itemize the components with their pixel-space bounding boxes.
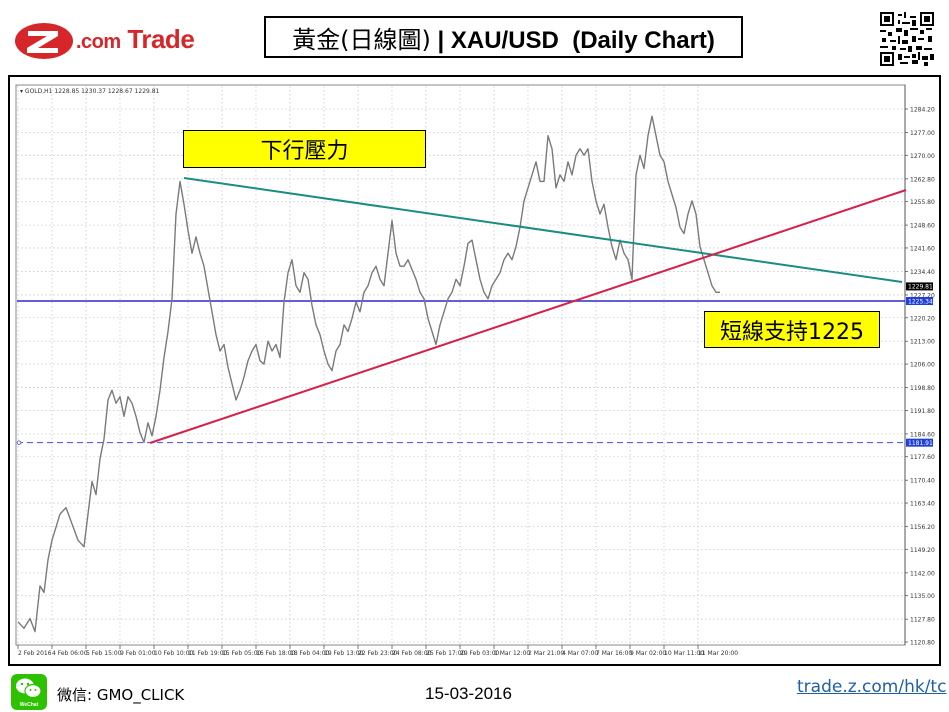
price-tick-label: 1277.00 (910, 130, 935, 137)
time-tick-label: 4 Mar 07:00 (562, 650, 598, 657)
time-tick-label: 2 Mar 21:00 (528, 650, 564, 657)
report-date: 15-03-2016 (425, 684, 512, 703)
time-tick-label: 18 Feb 04:00 (290, 650, 330, 657)
time-tick-label: 24 Feb 08:00 (392, 650, 432, 657)
price-tick-label: 1156.20 (910, 524, 935, 531)
time-tick-label: 2 Feb 2016 (18, 650, 52, 657)
rising-support-trendline[interactable] (149, 189, 907, 444)
price-tick-label: 1163.40 (910, 501, 935, 508)
resistance-trendline[interactable] (183, 177, 903, 283)
website-link[interactable]: trade.z.com/hk/tc (797, 677, 947, 697)
time-tick-label: 29 Feb 03:00 (460, 650, 500, 657)
page-title: 黃金(日線圖) | XAU/USD (Daily Chart) (292, 20, 715, 55)
time-tick-label: 11 Feb 19:00 (188, 650, 228, 657)
plot-area-border (15, 84, 906, 646)
price-tick-label: 1213.00 (910, 339, 935, 346)
line-anchor-handle[interactable] (16, 440, 22, 445)
support-annotation: 短線支持1225 (704, 311, 880, 348)
time-tick-label: 19 Feb 13:00 (324, 650, 364, 657)
price-tick-label: 1255.80 (910, 199, 935, 206)
time-tick-label: 10 Mar 11:00 (664, 650, 704, 657)
wechat-badge-label: WeChat (19, 702, 39, 708)
logo-dotcom: .com (76, 31, 121, 53)
price-tags: 1229.81 1225.34 1181.91 (906, 282, 933, 447)
price-tick-label: 1120.80 (910, 640, 935, 647)
price-tick-label: 1206.00 (910, 362, 935, 369)
price-tick-label: 1184.60 (910, 431, 935, 438)
z-logo-icon (15, 23, 73, 59)
trendlines[interactable] (149, 177, 907, 444)
page-title-latin: | XAU/USD (Daily Chart) (430, 26, 715, 54)
time-tick-label: 9 Mar 02:00 (630, 650, 666, 657)
price-tick-label: 1241.60 (910, 245, 935, 252)
time-tick-label: 22 Feb 23:00 (358, 650, 398, 657)
price-tag-box (906, 296, 933, 305)
price-tick-label: 1270.00 (910, 153, 935, 160)
qr-code-icon[interactable] (880, 12, 934, 66)
time-tick-label: 9 Feb 01:00 (120, 650, 156, 657)
horizontal-levels[interactable] (16, 300, 905, 445)
price-tick-label: 1198.80 (910, 385, 935, 392)
price-tick-label: 1191.80 (910, 408, 935, 415)
time-tick-label: 10 Feb 10:00 (154, 650, 194, 657)
time-tick-label: 11 Mar 20:00 (698, 650, 738, 657)
time-tick-label: 7 Mar 16:00 (596, 650, 632, 657)
price-tag-label: 1229.81 (908, 284, 933, 291)
page-title-box: 黃金(日線圖) | XAU/USD (Daily Chart) (264, 16, 743, 58)
resistance-annotation: 下行壓力 (183, 130, 426, 168)
price-tag-label: 1181.91 (908, 440, 933, 447)
time-tick-label: 15 Feb 05:00 (222, 650, 262, 657)
price-tick-label: 1170.40 (910, 478, 935, 485)
price-tick-label: 1227.20 (910, 292, 935, 299)
price-tick-label: 1220.20 (910, 315, 935, 322)
wechat-bubbles-icon (16, 678, 42, 699)
price-tick-label: 1262.80 (910, 176, 935, 183)
price-tick-label: 1149.20 (910, 547, 935, 554)
time-tick-label: 16 Feb 18:00 (256, 650, 296, 657)
price-tick-label: 1142.00 (910, 570, 935, 577)
time-tick-label: 25 Feb 17:00 (426, 650, 466, 657)
page-title-cjk: 黃金(日線圖) (292, 25, 431, 54)
time-tick-label: 5 Feb 15:00 (86, 650, 122, 657)
price-tick-label: 1248.60 (910, 223, 935, 230)
price-tag-box (906, 282, 933, 291)
price-tick-label: 1284.20 (910, 107, 935, 114)
time-axis: 2 Feb 2016 4 Feb 06:005 Feb 15:009 Feb 01… (17, 645, 738, 657)
wechat-handle: 微信: GMO_CLICK (57, 686, 185, 704)
logo-text: .com Trade (76, 24, 195, 55)
zcom-trade-logo: .com Trade (10, 20, 210, 62)
price-tag-box (906, 438, 933, 447)
price-series-line (17, 115, 720, 633)
price-axis: 1284.20 1277.00 1270.00 1262.80 1255.80 1248.… (905, 107, 935, 647)
chart-grid (17, 86, 904, 644)
price-tick-label: 1135.00 (910, 593, 935, 600)
time-tick-label: 4 Feb 06:00 (52, 650, 88, 657)
price-tag-label: 1225.34 (908, 298, 933, 305)
price-tick-label: 1177.60 (910, 454, 935, 461)
time-tick-label: 1 Mar 12:00 (494, 650, 530, 657)
ohlc-header: ▾ GOLD,H1 1228.85 1230.37 1228.67 1229.8… (20, 88, 160, 95)
price-tick-label: 1127.80 (910, 617, 935, 624)
chart-frame (8, 75, 941, 666)
price-tick-label: 1234.40 (910, 269, 935, 276)
logo-trade: Trade (120, 24, 195, 54)
wechat-icon[interactable]: WeChat (11, 674, 47, 710)
